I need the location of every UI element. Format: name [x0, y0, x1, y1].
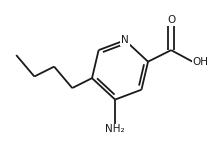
Text: N: N — [121, 35, 129, 45]
Text: OH: OH — [192, 57, 209, 67]
Text: NH₂: NH₂ — [105, 124, 125, 134]
Text: O: O — [167, 15, 175, 25]
